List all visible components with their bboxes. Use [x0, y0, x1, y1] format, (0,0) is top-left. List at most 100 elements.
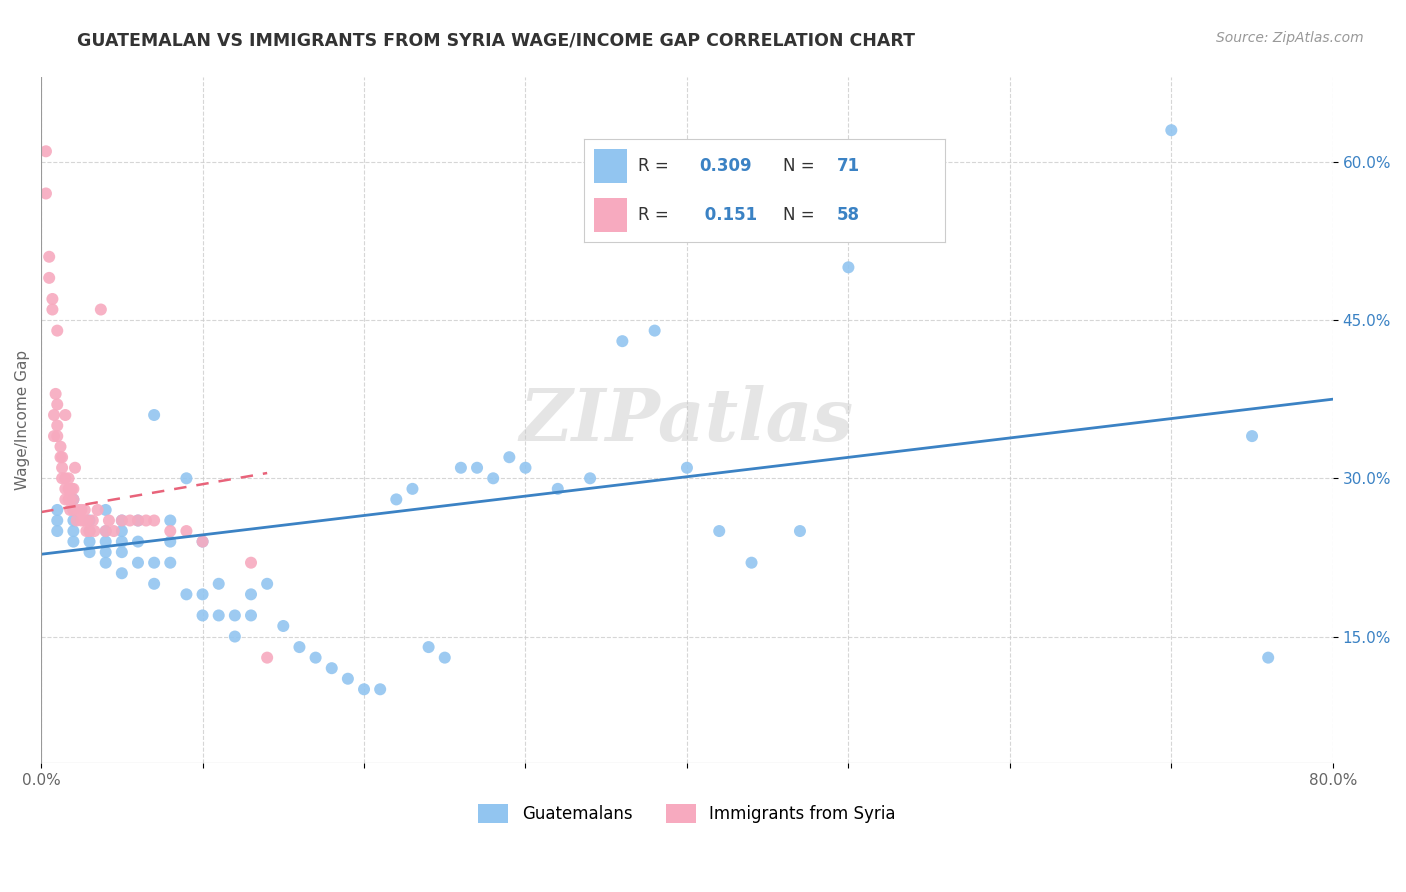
Point: [53, 408, 76, 422]
Point: [240, 587, 263, 601]
Point: [58, 471, 80, 485]
Point: [368, 682, 391, 697]
Text: GUATEMALAN VS IMMIGRANTS FROM SYRIA WAGE/INCOME GAP CORRELATION CHART: GUATEMALAN VS IMMIGRANTS FROM SYRIA WAGE…: [77, 31, 915, 49]
Point: [94, 534, 117, 549]
Point: [401, 482, 423, 496]
Point: [1257, 650, 1279, 665]
Point: [353, 682, 375, 697]
Point: [837, 260, 859, 275]
Point: [35, 186, 58, 201]
Point: [191, 534, 214, 549]
Point: [111, 534, 134, 549]
Point: [433, 650, 456, 665]
Point: [83, 524, 105, 538]
Point: [450, 460, 472, 475]
Point: [53, 482, 76, 496]
Point: [94, 556, 117, 570]
Point: [62, 503, 84, 517]
Point: [515, 460, 537, 475]
Point: [79, 534, 101, 549]
Point: [82, 514, 104, 528]
Point: [75, 524, 97, 538]
Point: [143, 408, 166, 422]
Point: [127, 556, 149, 570]
Point: [62, 492, 84, 507]
Point: [135, 514, 157, 528]
Point: [789, 524, 811, 538]
Point: [208, 576, 231, 591]
Y-axis label: Wage/Income Gap: Wage/Income Gap: [15, 351, 30, 491]
Point: [159, 556, 181, 570]
Point: [676, 460, 699, 475]
Point: [224, 608, 246, 623]
Point: [51, 460, 73, 475]
Point: [482, 471, 505, 485]
Text: Source: ZipAtlas.com: Source: ZipAtlas.com: [1216, 31, 1364, 45]
Point: [111, 545, 134, 559]
Point: [118, 514, 141, 528]
Point: [97, 514, 120, 528]
Point: [127, 514, 149, 528]
Point: [62, 482, 84, 496]
Point: [42, 408, 65, 422]
Point: [336, 672, 359, 686]
Point: [38, 271, 60, 285]
Point: [612, 334, 634, 348]
Point: [46, 503, 69, 517]
Point: [70, 503, 93, 517]
Point: [62, 514, 84, 528]
Point: [79, 514, 101, 528]
Point: [176, 524, 198, 538]
Point: [46, 324, 69, 338]
Point: [51, 471, 73, 485]
Point: [66, 514, 89, 528]
Point: [53, 492, 76, 507]
Text: ZIPatlas: ZIPatlas: [520, 384, 853, 456]
Point: [1241, 429, 1264, 443]
Point: [86, 503, 108, 517]
Point: [59, 492, 82, 507]
Point: [73, 503, 96, 517]
Point: [41, 292, 63, 306]
Point: [46, 524, 69, 538]
Point: [111, 514, 134, 528]
Point: [159, 524, 181, 538]
Point: [49, 440, 72, 454]
Point: [111, 524, 134, 538]
Point: [41, 302, 63, 317]
Point: [159, 514, 181, 528]
Point: [79, 524, 101, 538]
Point: [77, 514, 100, 528]
Point: [224, 630, 246, 644]
Point: [741, 556, 763, 570]
Point: [176, 587, 198, 601]
Point: [70, 514, 93, 528]
Point: [644, 324, 666, 338]
Point: [103, 524, 125, 538]
Point: [62, 492, 84, 507]
Point: [127, 514, 149, 528]
Point: [53, 471, 76, 485]
Point: [256, 650, 278, 665]
Point: [547, 482, 569, 496]
Point: [51, 450, 73, 465]
Point: [58, 492, 80, 507]
Point: [63, 460, 86, 475]
Point: [418, 640, 440, 654]
Point: [176, 471, 198, 485]
Point: [304, 650, 326, 665]
Point: [46, 397, 69, 411]
Point: [709, 524, 731, 538]
Point: [465, 460, 488, 475]
Point: [60, 482, 83, 496]
Point: [240, 556, 263, 570]
Point: [111, 566, 134, 581]
Point: [127, 534, 149, 549]
Point: [579, 471, 602, 485]
Point: [321, 661, 343, 675]
Point: [1160, 123, 1182, 137]
Point: [94, 545, 117, 559]
Point: [143, 556, 166, 570]
Point: [46, 514, 69, 528]
Point: [46, 429, 69, 443]
